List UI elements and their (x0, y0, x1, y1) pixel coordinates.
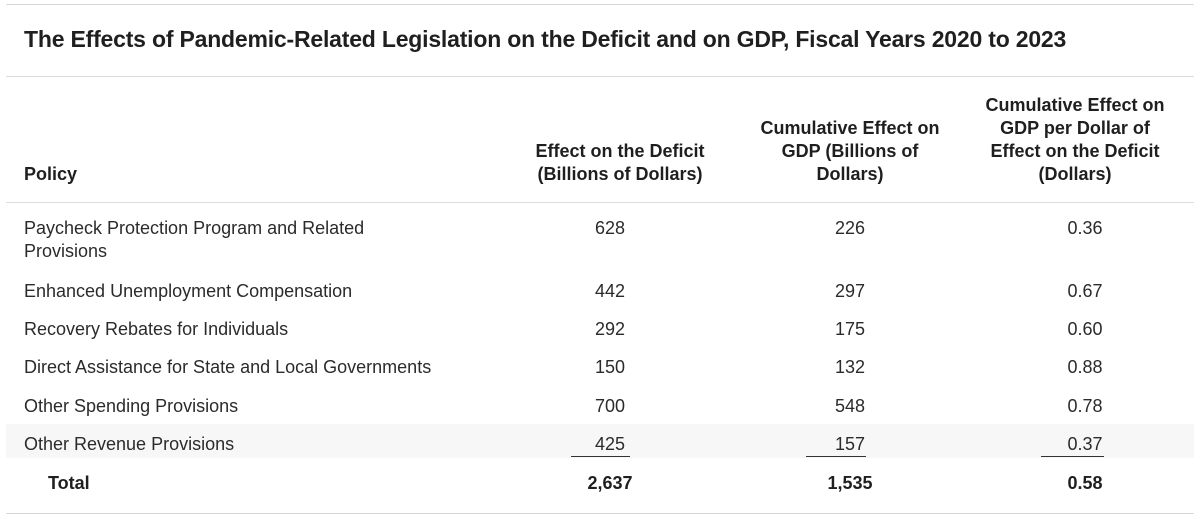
row-policy-line: Direct Assistance for State and Local Go… (24, 357, 432, 377)
cell-gdp: 157 (834, 434, 866, 454)
header-gdp-line: Dollars) (816, 164, 884, 184)
cell-gdp: 297 (834, 281, 866, 301)
header-gdp-line: GDP (Billions of (781, 141, 919, 161)
cell-gdp: 548 (834, 396, 866, 416)
row-policy-line: Other Spending Provisions (24, 396, 239, 416)
cell-deficit: 425 (594, 434, 626, 454)
header-per-dollar-line: Effect on the Deficit (990, 141, 1160, 161)
cell-gdp: 226 (834, 218, 866, 238)
row-policy: Recovery Rebates for Individuals (24, 318, 424, 341)
row-policy: Enhanced Unemployment Compensation (24, 280, 424, 303)
row-policy-line: Paycheck Protection Program and Related (24, 218, 365, 238)
cell-deficit: 700 (594, 396, 626, 416)
header-policy-line: Policy (24, 164, 78, 184)
cell-per-dollar: 0.37 (1067, 434, 1103, 454)
row-policy-line: Recovery Rebates for Individuals (24, 319, 289, 339)
row-policy: Direct Assistance for State and Local Go… (24, 356, 484, 379)
header-gdp-line: Cumulative Effect on (760, 118, 940, 138)
total-label: Total (48, 473, 90, 493)
cell-deficit: 628 (594, 218, 626, 238)
row-policy-line: Enhanced Unemployment Compensation (24, 281, 353, 301)
row-highlight (6, 424, 1194, 458)
cell-per-dollar: 0.88 (1067, 357, 1103, 377)
cell-gdp: 132 (834, 357, 866, 377)
row-policy: Paycheck Protection Program and Related … (24, 217, 424, 263)
header-deficit: Effect on the Deficit (Billions of Dolla… (500, 140, 740, 186)
header-gdp: Cumulative Effect on GDP (Billions of Do… (720, 117, 980, 186)
header-deficit-line: Effect on the Deficit (535, 141, 705, 161)
cell-per-dollar: 0.67 (1067, 281, 1103, 301)
cell-deficit: 442 (594, 281, 626, 301)
header-per-dollar-line: GDP per Dollar of (1000, 118, 1150, 138)
total-deficit: 2,637 (587, 473, 633, 493)
cell-per-dollar: 0.60 (1067, 319, 1103, 339)
cell-deficit: 150 (594, 357, 626, 377)
row-policy: Other Spending Provisions (24, 395, 424, 418)
header-per-dollar-line: Cumulative Effect on (985, 95, 1165, 115)
subtotal-underline (571, 456, 630, 457)
cell-gdp: 175 (834, 319, 866, 339)
subtotal-underline (1041, 456, 1104, 457)
total-gdp: 1,535 (827, 473, 873, 493)
header-divider (6, 202, 1194, 203)
table-title: The Effects of Pandemic-Related Legislat… (24, 26, 1067, 52)
cell-deficit: 292 (594, 319, 626, 339)
cell-per-dollar: 0.78 (1067, 396, 1103, 416)
title-divider (6, 76, 1194, 77)
subtotal-underline (806, 456, 866, 457)
row-policy-line: Other Revenue Provisions (24, 434, 235, 454)
header-per-dollar-line: (Dollars) (1038, 164, 1112, 184)
row-policy-line: Provisions (24, 241, 108, 261)
header-per-dollar: Cumulative Effect on GDP per Dollar of E… (960, 94, 1190, 186)
table-frame (6, 4, 1194, 514)
row-policy: Other Revenue Provisions (24, 433, 424, 456)
total-per-dollar: 0.58 (1067, 473, 1103, 493)
header-deficit-line: (Billions of Dollars) (537, 164, 703, 184)
header-policy: Policy (24, 163, 224, 186)
cell-per-dollar: 0.36 (1067, 218, 1103, 238)
